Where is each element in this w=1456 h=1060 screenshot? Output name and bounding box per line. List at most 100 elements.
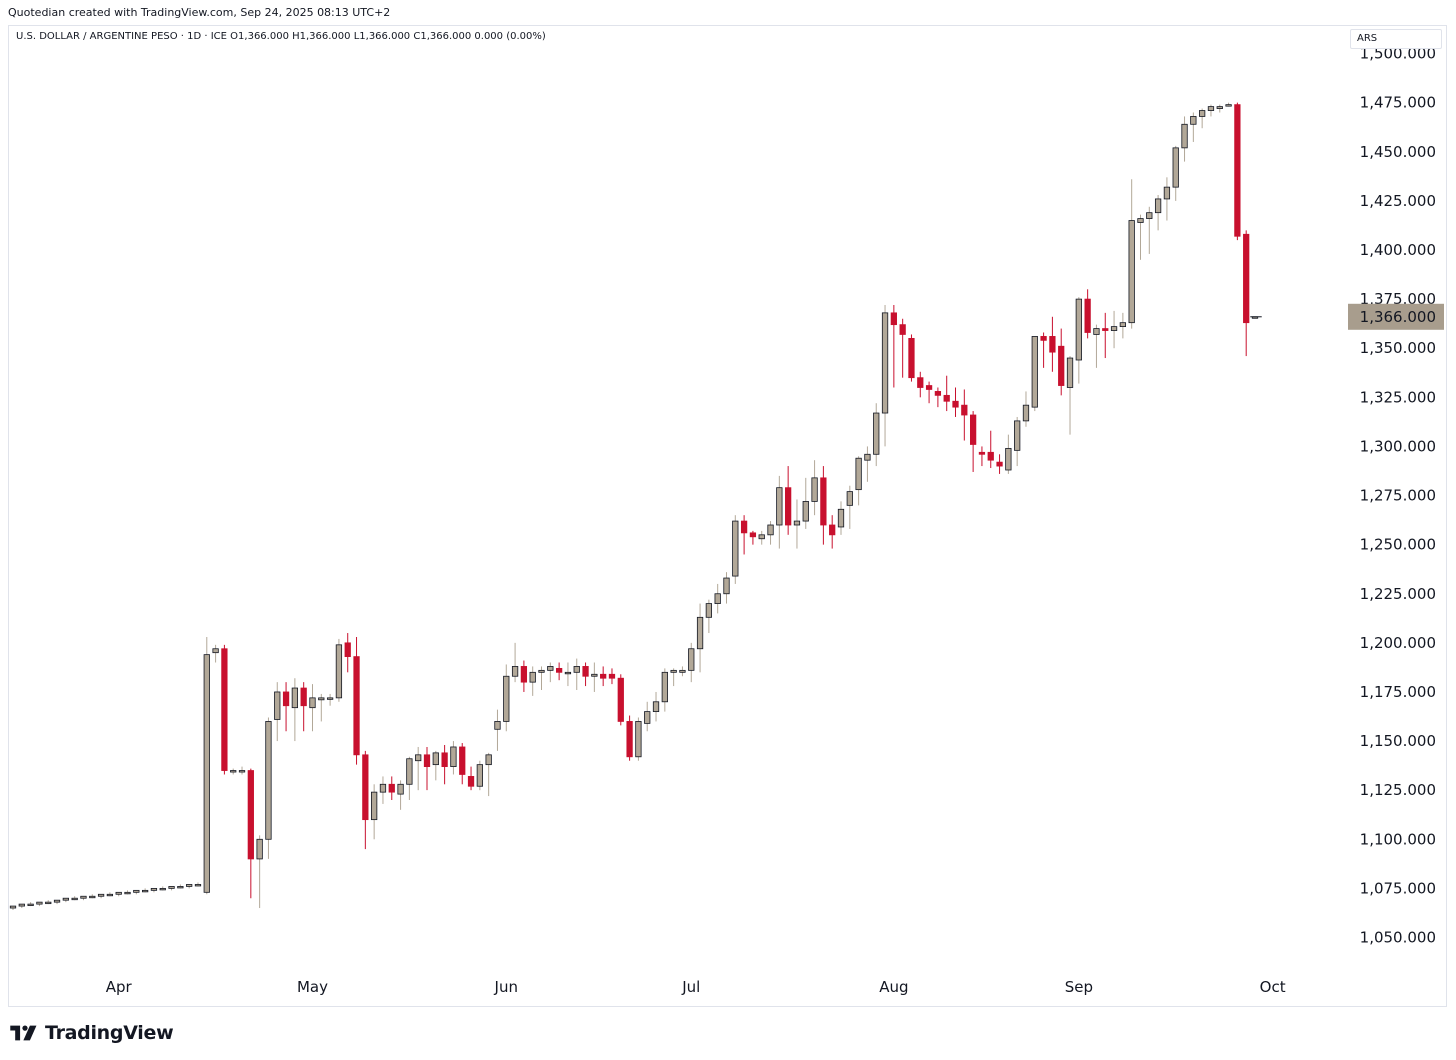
candle[interactable] [802, 477, 809, 529]
candle[interactable] [1243, 230, 1250, 357]
candle[interactable] [9, 905, 17, 910]
candle[interactable] [212, 644, 219, 663]
candle[interactable] [282, 682, 290, 732]
candle[interactable] [203, 636, 210, 895]
candle[interactable] [626, 715, 633, 761]
candle[interactable] [520, 660, 528, 692]
candle[interactable] [1110, 310, 1118, 349]
candle[interactable] [1022, 391, 1030, 427]
candle[interactable] [89, 894, 96, 899]
candle[interactable] [388, 776, 395, 800]
candle[interactable] [785, 466, 792, 535]
candle[interactable] [943, 375, 950, 412]
candle[interactable] [714, 583, 721, 614]
candle[interactable] [459, 743, 466, 785]
candle[interactable] [1014, 416, 1021, 467]
candle[interactable] [934, 387, 942, 408]
candle[interactable] [335, 638, 343, 702]
candle[interactable] [300, 682, 307, 732]
candle[interactable] [124, 890, 131, 895]
candle[interactable] [177, 884, 184, 889]
candle[interactable] [688, 642, 695, 683]
candle[interactable] [344, 633, 351, 673]
candle[interactable] [1146, 206, 1153, 254]
candle[interactable] [608, 668, 616, 685]
candle[interactable] [961, 389, 968, 441]
candle[interactable] [987, 430, 994, 469]
candle[interactable] [1163, 177, 1171, 221]
candle[interactable] [106, 892, 114, 897]
candle[interactable] [925, 381, 933, 404]
candle[interactable] [133, 889, 140, 895]
candle[interactable] [917, 371, 924, 398]
candle[interactable] [996, 454, 1003, 474]
candle[interactable] [1234, 102, 1241, 241]
candle[interactable] [406, 756, 413, 800]
candle[interactable] [186, 884, 193, 889]
candle[interactable] [326, 693, 334, 706]
candle[interactable] [1005, 434, 1012, 474]
candle[interactable] [432, 750, 439, 781]
candle[interactable] [1066, 356, 1074, 435]
candle[interactable] [362, 750, 369, 850]
candle[interactable] [1190, 112, 1197, 142]
candle[interactable] [538, 666, 545, 690]
candle[interactable] [591, 662, 598, 692]
candle[interactable] [600, 666, 607, 687]
candle[interactable] [555, 662, 563, 681]
candle[interactable] [80, 895, 87, 901]
candle[interactable] [194, 882, 202, 887]
candle[interactable] [1093, 324, 1100, 368]
candle[interactable] [265, 717, 272, 859]
candle[interactable] [1216, 104, 1223, 113]
candle[interactable] [485, 752, 492, 797]
candle[interactable] [1031, 336, 1038, 412]
candle[interactable] [397, 780, 404, 810]
candle[interactable] [71, 896, 78, 901]
candle[interactable] [564, 662, 572, 687]
candle[interactable] [661, 668, 668, 712]
candle[interactable] [820, 466, 827, 545]
candle[interactable] [1084, 289, 1091, 339]
candle[interactable] [168, 886, 175, 891]
candle[interactable] [36, 901, 43, 907]
candle[interactable] [1119, 312, 1127, 339]
candle[interactable] [450, 741, 457, 775]
symbol-legend[interactable]: U.S. DOLLAR / ARGENTINE PESO · 1D · ICE … [16, 31, 546, 42]
candle[interactable] [141, 888, 149, 893]
candle[interactable] [696, 603, 704, 673]
candle[interactable] [379, 776, 387, 804]
candle[interactable] [573, 658, 580, 690]
candle[interactable] [1225, 102, 1232, 107]
currency-selector[interactable]: ARS [1350, 29, 1442, 49]
candle[interactable] [97, 893, 105, 899]
candle[interactable] [1049, 316, 1056, 372]
candle[interactable] [855, 456, 862, 506]
candle[interactable] [811, 460, 818, 516]
candle[interactable] [793, 499, 801, 549]
candle[interactable] [238, 766, 246, 775]
candle[interactable] [115, 891, 122, 897]
candle[interactable] [864, 446, 871, 482]
candle[interactable] [1128, 179, 1135, 329]
candle[interactable] [1172, 145, 1179, 201]
candle[interactable] [1207, 104, 1215, 117]
candle[interactable] [767, 521, 774, 545]
candle[interactable] [27, 902, 34, 907]
candle[interactable] [1102, 312, 1109, 359]
candle[interactable] [952, 387, 959, 417]
candle[interactable] [494, 709, 501, 751]
candle[interactable] [1137, 214, 1144, 260]
candle[interactable] [1058, 328, 1065, 396]
candle[interactable] [978, 446, 986, 467]
candle[interactable] [503, 664, 510, 732]
candle[interactable] [837, 501, 845, 535]
candle[interactable] [476, 760, 483, 791]
candle[interactable] [318, 693, 325, 722]
candle[interactable] [881, 305, 889, 447]
candle[interactable] [732, 515, 739, 584]
candle[interactable] [908, 334, 915, 382]
candle[interactable] [873, 403, 880, 467]
candle[interactable] [679, 666, 686, 677]
